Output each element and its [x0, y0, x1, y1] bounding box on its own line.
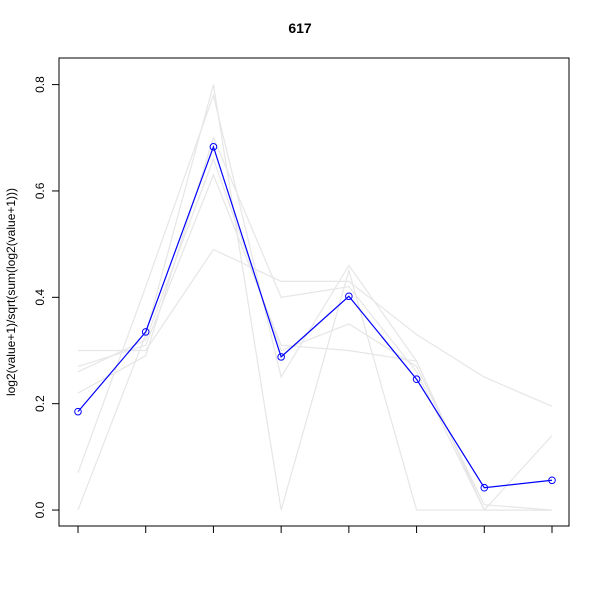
background-series-line-5: [77, 136, 552, 511]
background-series-line-1: [77, 84, 552, 511]
x-tick-label: light_full_1: [274, 537, 288, 595]
highlight-series-point: [480, 483, 489, 492]
highlight-series-point: [277, 353, 285, 361]
highlight-series-point: [74, 407, 82, 416]
x-tick-label: dark_full_2: [342, 537, 356, 596]
x-tick-label: light_hungry: [139, 537, 153, 600]
x-tick-label: dark_full_1: [206, 537, 220, 596]
x-tick-label: light_full_3: [545, 537, 559, 595]
y-tick-label: 0.6: [33, 182, 47, 199]
y-tick-label: 0.8: [33, 76, 47, 93]
highlight-series-point: [548, 476, 556, 485]
highlight-series-point: [209, 143, 218, 151]
background-series-line-2: [77, 93, 553, 512]
background-series-line-6: [77, 157, 553, 511]
y-tick-label: 0.2: [33, 395, 47, 412]
x-tick-label: light_full_2: [477, 537, 491, 595]
chart-title: 617: [288, 20, 312, 36]
plot-frame: [58, 57, 570, 527]
x-tick-label: dark_hungry: [71, 537, 85, 600]
y-tick-label: 0.4: [33, 289, 47, 306]
y-tick-label: 0.0: [33, 501, 47, 518]
highlight-series-point: [141, 328, 150, 336]
background-series-line-3: [78, 248, 553, 407]
highlight-series-point: [412, 375, 421, 384]
x-tick-label: dark_full_3: [410, 537, 424, 596]
highlight-series-point: [345, 292, 353, 301]
highlight-series-line: [77, 144, 553, 489]
background-series-line-4: [77, 173, 552, 511]
